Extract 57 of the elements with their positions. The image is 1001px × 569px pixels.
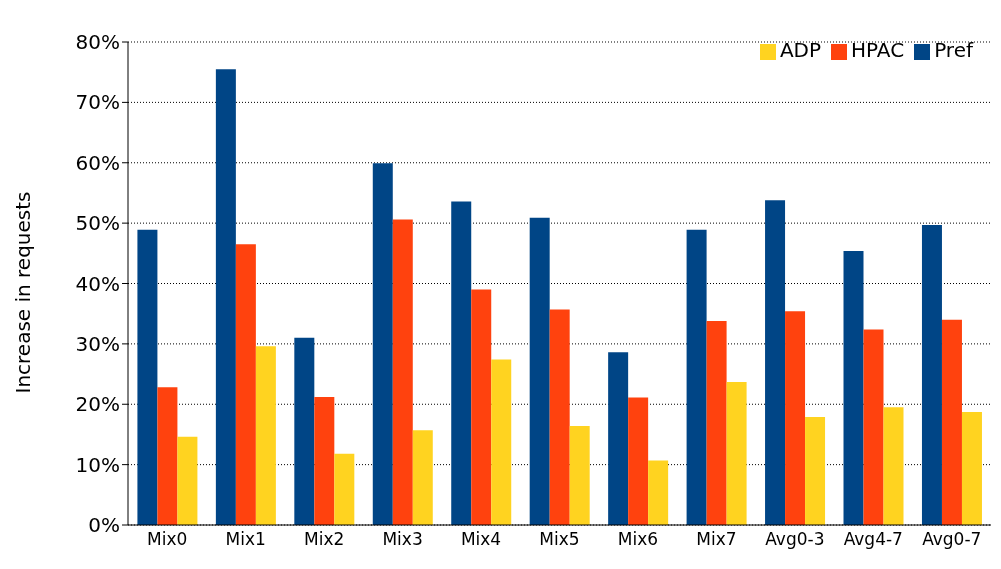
- bar: [726, 381, 747, 525]
- bar: [569, 425, 590, 525]
- y-tick-label: 20%: [75, 392, 120, 417]
- x-tick-label: Avg4-7: [843, 529, 903, 550]
- bar: [334, 453, 355, 525]
- bar: [628, 397, 649, 525]
- x-tick-label: Mix7: [696, 529, 737, 550]
- y-tick-label: 50%: [75, 211, 120, 236]
- x-tick-label: Mix1: [225, 529, 266, 550]
- bar: [921, 224, 942, 525]
- bar: [785, 311, 806, 525]
- y-tick-label: 30%: [75, 331, 120, 356]
- bar: [157, 387, 178, 525]
- x-tick-label: Avg0-3: [765, 529, 825, 550]
- x-tick-label: Mix5: [539, 529, 580, 550]
- bar: [529, 217, 550, 525]
- bar: [294, 337, 315, 525]
- bar: [392, 219, 413, 525]
- bar: [314, 397, 335, 525]
- x-tick-label: Mix3: [382, 529, 423, 550]
- y-tick-label: 80%: [75, 30, 120, 55]
- bar: [177, 436, 198, 525]
- y-tick-label: 70%: [75, 90, 120, 115]
- bar: [608, 352, 629, 525]
- bar: [491, 359, 512, 525]
- bar: [648, 460, 669, 525]
- bar: [235, 244, 256, 525]
- x-tick-label: Mix2: [304, 529, 345, 550]
- bar: [883, 407, 904, 525]
- x-tick-label: Mix6: [617, 529, 659, 550]
- bar: [215, 69, 236, 525]
- bar: [961, 412, 982, 525]
- x-tick-label: Mix4: [460, 529, 502, 550]
- bar: [471, 289, 492, 525]
- bar: [255, 346, 276, 525]
- bar: [863, 329, 884, 525]
- legend-label: ADP: [779, 38, 822, 62]
- legend-label: Pref: [934, 38, 973, 62]
- bar: [843, 250, 864, 525]
- bar: [765, 200, 786, 525]
- x-tick-label: Mix0: [147, 529, 188, 550]
- y-axis-title: Increase in requests: [11, 191, 36, 394]
- bar: [137, 229, 158, 525]
- bar: [706, 320, 727, 525]
- bar: [451, 201, 472, 525]
- y-tick-label: 60%: [75, 150, 120, 175]
- y-tick-label: 40%: [75, 271, 120, 296]
- x-tick-label: Avg0-7: [922, 529, 982, 550]
- bar: [412, 430, 433, 525]
- bar: [549, 309, 570, 525]
- bar: [372, 163, 393, 525]
- y-tick-label: 10%: [75, 452, 120, 477]
- y-tick-label: 0%: [88, 513, 120, 538]
- bar: [686, 229, 707, 525]
- bar: [941, 319, 962, 525]
- legend-label: HPAC: [851, 38, 905, 62]
- bar: [805, 416, 826, 525]
